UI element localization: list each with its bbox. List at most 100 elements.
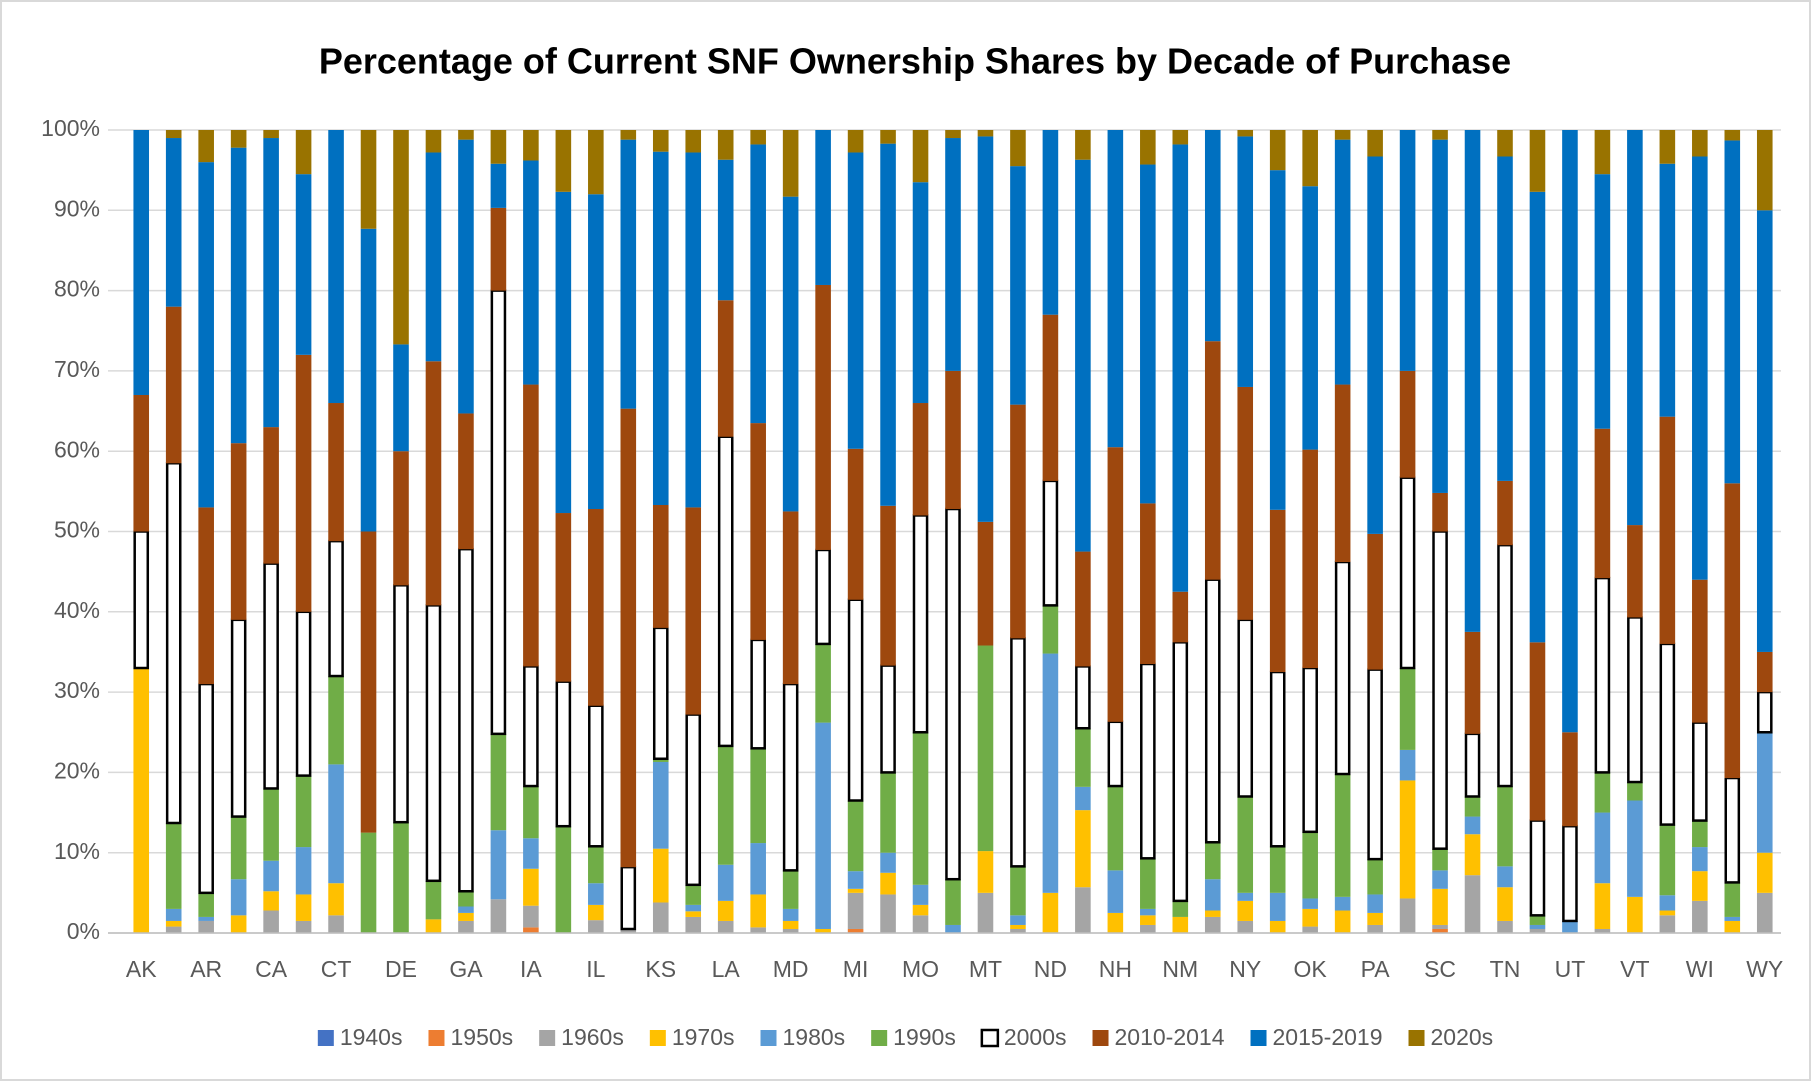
y-tick-label: 30%: [54, 677, 100, 703]
bar-segment: [458, 130, 474, 140]
bar-segment: [1529, 915, 1546, 925]
bar-segment: [165, 920, 182, 927]
bar-segment: [1107, 912, 1124, 933]
bar-segment: [1269, 892, 1286, 921]
bar-segment: [1562, 920, 1578, 933]
bar-segment: [945, 138, 961, 371]
bar-segment: [1140, 858, 1156, 909]
bar-segment: [1497, 920, 1513, 933]
bar-segment: [1432, 888, 1448, 925]
bar-segment: [1692, 130, 1708, 157]
bar-segment: [1140, 924, 1156, 933]
bar-segment: [1594, 130, 1611, 175]
bar-segment: [1399, 749, 1416, 781]
bar-segment: [1562, 824, 1578, 923]
bar-segment: [1367, 668, 1383, 861]
legend-label: 1950s: [450, 1024, 513, 1050]
bar-segment: [717, 920, 734, 933]
bar-segment: [1399, 780, 1416, 899]
bar-segment: [1594, 812, 1611, 884]
bar-segment: [263, 562, 279, 790]
bar-segment: [165, 908, 182, 921]
bar-segment: [717, 745, 734, 865]
bar-segment: [685, 152, 702, 508]
bar-segment: [1042, 314, 1059, 481]
bar-segment: [847, 800, 864, 872]
bar-segment: [652, 848, 669, 903]
bar-segment: [1334, 384, 1351, 563]
chart-title: Percentage of Current SNF Ownership Shar…: [319, 41, 1511, 82]
bar-segment: [652, 902, 669, 933]
bar-segment: [1107, 786, 1124, 871]
bar-segment: [977, 130, 994, 137]
bar-segment: [295, 847, 312, 895]
bar-segment: [588, 846, 604, 884]
bar-segment: [815, 548, 831, 646]
x-tick-label: AK: [126, 956, 157, 982]
bar-segment: [490, 207, 507, 291]
bar-segment: [198, 130, 214, 163]
x-tick-label: AR: [190, 956, 222, 982]
bar-segment: [815, 643, 831, 723]
bar-segment: [490, 163, 507, 208]
x-tick-label: IA: [520, 956, 542, 982]
bar-segment: [685, 130, 702, 153]
bar-segment: [1464, 130, 1481, 632]
bar-segment: [1010, 404, 1026, 639]
bar-segment: [880, 872, 896, 895]
bar-segment: [458, 413, 474, 550]
bar-segment: [425, 604, 442, 883]
bar-segment: [1204, 910, 1221, 917]
bar-segment: [1724, 140, 1741, 484]
bar-segment: [1724, 916, 1741, 921]
bar-segment: [1237, 618, 1254, 798]
bar-segment: [1042, 653, 1059, 893]
bar-segment: [1302, 130, 1318, 187]
bar-segment: [263, 860, 279, 892]
bar-segment: [1269, 509, 1286, 673]
bar-segment: [263, 427, 279, 564]
bar-segment: [1432, 924, 1448, 929]
legend-swatch: [428, 1030, 445, 1046]
bar-segment: [1464, 834, 1481, 876]
bar-segment: [1269, 130, 1286, 171]
bar-segment: [977, 136, 994, 522]
bar-segment: [523, 838, 539, 869]
bar-segment: [198, 162, 214, 508]
bar-segment: [328, 403, 344, 542]
bar-segment: [815, 284, 831, 550]
bar-segment: [295, 174, 312, 355]
bar-segment: [1269, 846, 1286, 893]
bar-segment: [1724, 882, 1741, 917]
legend-label: 2010-2014: [1115, 1024, 1225, 1050]
bar-segment: [912, 884, 929, 905]
x-tick-label: PA: [1361, 956, 1391, 982]
bar-segment: [1140, 164, 1156, 504]
y-tick-label: 10%: [54, 838, 100, 864]
bar-segment: [750, 843, 766, 895]
bar-segment: [1204, 130, 1221, 342]
bar-segment: [1302, 449, 1318, 669]
bar-segment: [165, 926, 182, 933]
bar-segment: [815, 928, 831, 933]
x-tick-label: OK: [1294, 956, 1328, 982]
bar-segment: [328, 130, 344, 404]
bar-segment: [1302, 831, 1318, 899]
bar-segment: [1140, 130, 1156, 165]
bar-segment: [1432, 928, 1448, 933]
bar-segment: [1302, 908, 1318, 927]
bar-segment: [1075, 551, 1091, 667]
bar-segment: [1432, 848, 1448, 871]
bar-segment: [1529, 642, 1546, 821]
bar-segment: [1172, 144, 1189, 592]
bar-segment: [490, 899, 507, 933]
bar-segment: [1204, 578, 1221, 844]
bar-segment: [945, 370, 961, 510]
bar-segment: [425, 152, 442, 362]
bar-segment: [912, 904, 929, 916]
x-tick-label: GA: [449, 956, 483, 982]
bar-segment: [847, 871, 864, 889]
bar-segment: [133, 130, 150, 395]
bar-segment: [1075, 810, 1091, 888]
